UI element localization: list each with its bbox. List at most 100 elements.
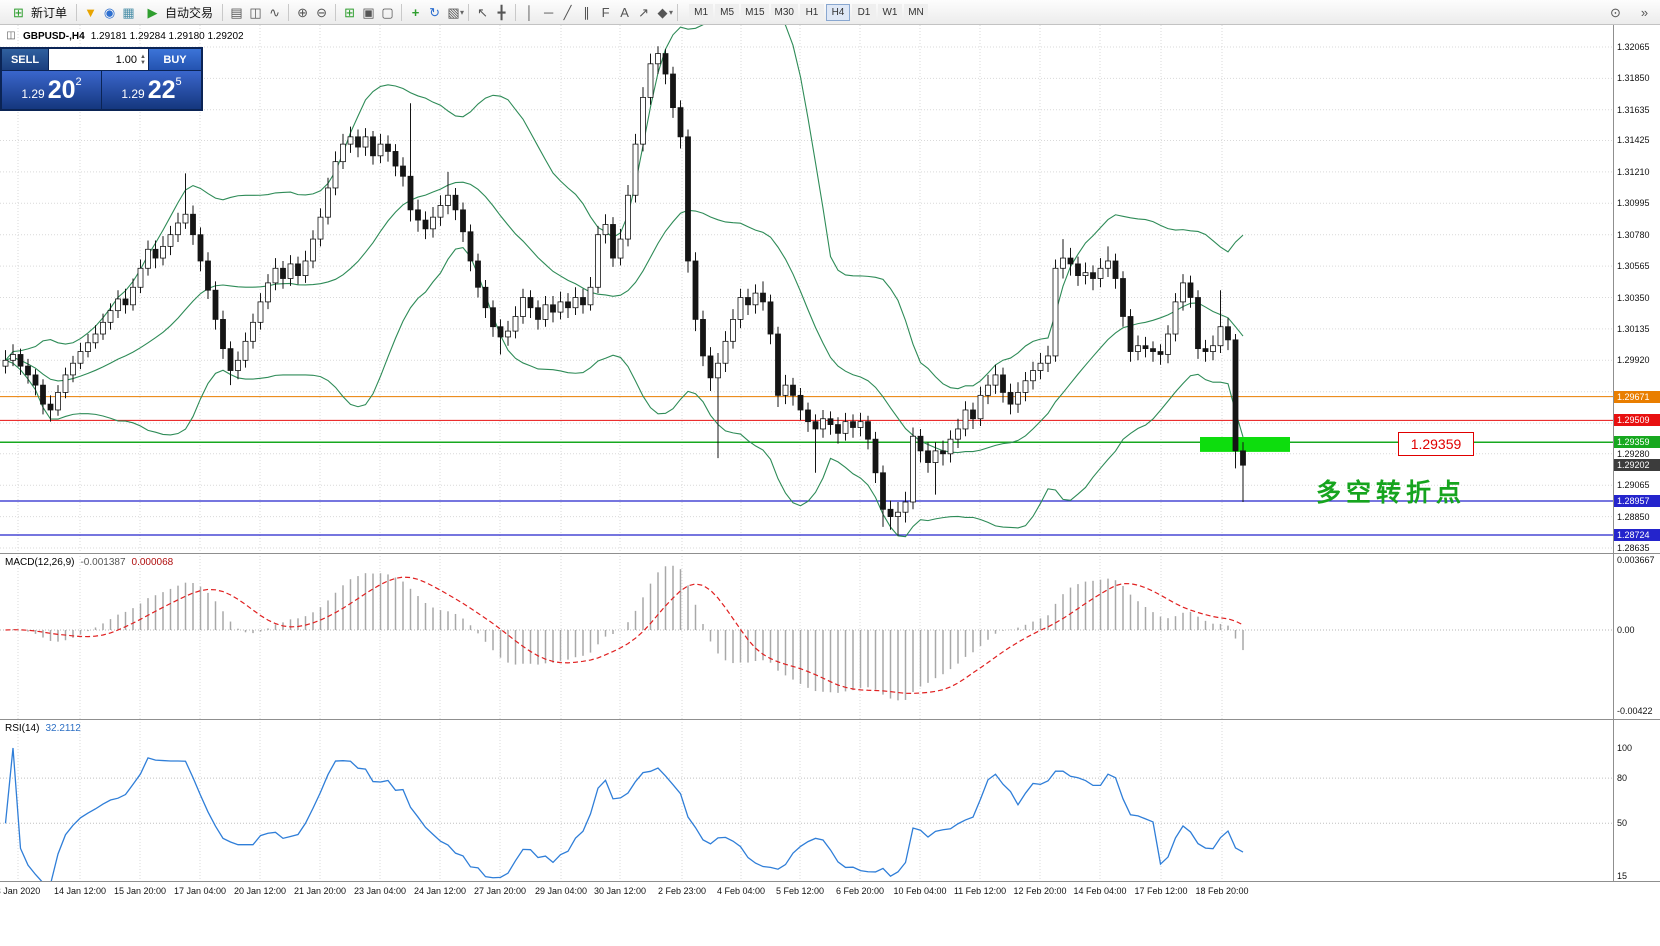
macd-value-signal: 0.000068 bbox=[131, 557, 174, 568]
time-label: 14 Feb 04:00 bbox=[1073, 886, 1127, 896]
sell-button[interactable]: SELL bbox=[2, 49, 48, 70]
profile-icon[interactable]: ◉ bbox=[103, 4, 116, 20]
crosshair-icon[interactable]: ╋ bbox=[497, 4, 506, 20]
buy-button[interactable]: BUY bbox=[149, 49, 201, 70]
price-scale[interactable]: 1.32065 1.31850 1.31635 1.31425 1.31210 1.309… bbox=[1613, 25, 1660, 899]
cursor-icon[interactable]: ↖ bbox=[477, 4, 488, 20]
rsi-panel[interactable] bbox=[0, 719, 1613, 881]
time-label: 20 Jan 12:00 bbox=[233, 886, 287, 896]
time-label: 18 Feb 20:00 bbox=[1195, 886, 1249, 896]
one-click-trading-widget: SELL 1.00 ▲ ▼ BUY 1.29 20 2 1.29 22 5 bbox=[0, 47, 203, 111]
main-chart[interactable] bbox=[0, 25, 1613, 553]
scale-label: 1.30565 bbox=[1617, 261, 1650, 272]
autotrading-play-icon: ▶ bbox=[147, 4, 158, 20]
toolbar-separator bbox=[677, 3, 679, 21]
timeframe-M1[interactable]: M1 bbox=[689, 3, 714, 21]
price-tag-label: 1.28957 bbox=[1614, 494, 1660, 507]
zoom-out-icon[interactable]: ⊖ bbox=[316, 4, 327, 20]
shapes-tool-icon[interactable]: ◆ bbox=[657, 4, 668, 20]
vertical-line-tool-icon[interactable]: │ bbox=[525, 4, 534, 20]
timeframe-W1[interactable]: W1 bbox=[877, 3, 902, 21]
time-label: 12 Feb 20:00 bbox=[1013, 886, 1067, 896]
channel-tool-icon[interactable]: ∥ bbox=[583, 4, 590, 20]
templates-dropdown-icon[interactable]: ▾ bbox=[460, 7, 465, 17]
scale-label: 100 bbox=[1617, 743, 1633, 753]
timeframe-H4[interactable]: H4 bbox=[825, 3, 850, 21]
news-icon[interactable]: ▦ bbox=[122, 4, 135, 20]
tile-windows-icon[interactable]: ⊞ bbox=[344, 4, 355, 20]
macd-name: MACD(12,26,9) bbox=[5, 557, 75, 568]
buy-price-big: 22 bbox=[147, 76, 176, 104]
horizontal-line-tool-icon[interactable]: ─ bbox=[543, 4, 554, 20]
time-label: 29 Jan 04:00 bbox=[534, 886, 588, 896]
timeframe-M5[interactable]: M5 bbox=[715, 3, 740, 21]
timeframe-row: M1 M5 M15 M30 H1 H4 D1 W1 MN bbox=[688, 3, 929, 21]
scale-label: 1.31850 bbox=[1617, 73, 1650, 84]
panel-separator[interactable] bbox=[0, 719, 1660, 720]
macd-panel[interactable] bbox=[0, 553, 1613, 719]
price-level-tag[interactable]: 1.29359 bbox=[1398, 432, 1474, 456]
scale-label: 0.003667 bbox=[1617, 554, 1655, 565]
toolbar-separator bbox=[76, 3, 78, 21]
time-label: 5 Feb 12:00 bbox=[775, 886, 825, 896]
scale-label: 1.28635 bbox=[1617, 543, 1650, 553]
symbol-title: GBPUSD-,H4 bbox=[23, 30, 85, 42]
trendline-tool-icon[interactable]: ╱ bbox=[563, 4, 572, 20]
time-label: 17 Feb 12:00 bbox=[1134, 886, 1188, 896]
spin-up-icon[interactable]: ▲ bbox=[140, 53, 146, 60]
candlestick-chart-icon[interactable]: ◫ bbox=[249, 4, 262, 20]
timeframe-MN[interactable]: MN bbox=[903, 3, 928, 21]
timeframe-M15[interactable]: M15 bbox=[741, 3, 769, 21]
time-label: 23 Jan 04:00 bbox=[353, 886, 407, 896]
volume-input[interactable]: 1.00 ▲ ▼ bbox=[49, 49, 148, 70]
buy-price-prefix: 1.29 bbox=[121, 87, 145, 101]
cascade-windows-icon[interactable]: ▢ bbox=[381, 4, 394, 20]
scale-label: 1.30350 bbox=[1617, 292, 1650, 303]
volume-spinner[interactable]: ▲ ▼ bbox=[140, 54, 146, 66]
line-chart-icon[interactable]: ∿ bbox=[269, 4, 280, 20]
main-toolbar: ⊞ 新订单 ▼ ◉ ▦ ▶ 自动交易 ▤ ◫ ∿ ⊕ ⊖ ⊞ ▣ ▢ + ↻ ▧… bbox=[0, 0, 1660, 25]
templates-icon[interactable]: ▧ bbox=[447, 4, 460, 20]
scale-label: 50 bbox=[1617, 818, 1628, 829]
shapes-dropdown-icon[interactable]: ▾ bbox=[669, 7, 674, 17]
timeframe-D1[interactable]: D1 bbox=[851, 3, 876, 21]
rsi-label: RSI(14) 32.2112 bbox=[5, 723, 81, 734]
price-tag-label: 1.29671 bbox=[1614, 390, 1660, 403]
time-label: 6 Feb 20:00 bbox=[835, 886, 885, 896]
timeframe-H1[interactable]: H1 bbox=[799, 3, 824, 21]
sell-price[interactable]: 1.29 20 2 bbox=[2, 71, 101, 109]
arrange-windows-icon[interactable]: ▣ bbox=[362, 4, 375, 20]
price-tag-label: 1.28724 bbox=[1614, 529, 1660, 541]
autotrading-button[interactable]: ▶ 自动交易 bbox=[138, 2, 218, 23]
new-order-button[interactable]: ⊞ 新订单 bbox=[4, 2, 72, 23]
arrows-tool-icon[interactable]: ↗ bbox=[638, 4, 649, 20]
search-icon[interactable]: ⊙ bbox=[1610, 5, 1621, 20]
toolbar-overflow-icon[interactable]: » bbox=[1640, 5, 1649, 20]
scale-label: 1.30780 bbox=[1617, 229, 1650, 240]
scale-label: 1.29280 bbox=[1617, 448, 1650, 459]
panel-separator[interactable] bbox=[0, 553, 1660, 554]
timeframe-M30[interactable]: M30 bbox=[770, 3, 798, 21]
fibonacci-tool-icon[interactable]: F bbox=[601, 4, 610, 20]
period-cycle-icon[interactable]: ↻ bbox=[429, 4, 440, 20]
spin-down-icon[interactable]: ▼ bbox=[140, 59, 146, 66]
symbol-header: ◫ GBPUSD-,H4 1.29181 1.29284 1.29180 1.2… bbox=[5, 30, 243, 42]
scale-label: 1.30135 bbox=[1617, 323, 1650, 334]
time-label: 10 Feb 04:00 bbox=[893, 886, 947, 896]
zoom-in-icon[interactable]: ⊕ bbox=[297, 4, 308, 20]
toolbar-separator bbox=[401, 3, 403, 21]
time-label: 27 Jan 20:00 bbox=[473, 886, 527, 896]
toolbar-separator bbox=[468, 3, 470, 21]
bar-chart-icon[interactable]: ▤ bbox=[230, 4, 243, 20]
time-label: 3 Jan 2020 bbox=[0, 886, 41, 896]
buy-price[interactable]: 1.29 22 5 bbox=[102, 71, 201, 109]
text-tool-icon[interactable]: A bbox=[620, 4, 629, 20]
macd-value-main: -0.001387 bbox=[80, 557, 126, 568]
turning-point-note: 多空转折点 bbox=[1316, 479, 1467, 507]
time-axis[interactable]: 3 Jan 2020 14 Jan 12:00 15 Jan 20:00 17 Jan… bbox=[0, 881, 1660, 901]
alerts-icon[interactable]: ▼ bbox=[84, 4, 97, 20]
scale-label: -0.00422 bbox=[1617, 705, 1653, 716]
add-indicator-icon[interactable]: + bbox=[411, 4, 420, 20]
toolbar-separator bbox=[515, 3, 517, 21]
time-label: 30 Jan 12:00 bbox=[593, 886, 647, 896]
